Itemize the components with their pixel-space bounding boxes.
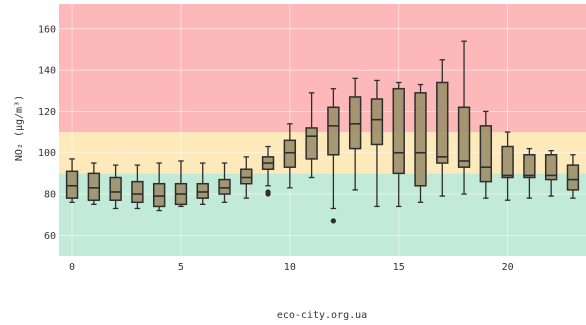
x-axis-ticks: 0 5 10 15 20 <box>69 262 514 273</box>
x-tick-label: 15 <box>393 262 405 273</box>
box-iqr <box>414 92 427 187</box>
box-iqr <box>65 170 79 199</box>
box-hour-21 <box>523 147 536 199</box>
box-hour-17 <box>436 59 449 197</box>
box-hour-3 <box>131 164 144 210</box>
box-hour-22 <box>544 150 558 197</box>
box-iqr <box>392 87 405 175</box>
box-iqr <box>523 154 536 179</box>
box-iqr <box>348 96 362 150</box>
box-hour-11 <box>305 92 318 179</box>
x-tick-label: 0 <box>69 262 75 273</box>
y-tick-label: 160 <box>38 24 56 35</box>
box-iqr <box>436 81 449 164</box>
outlier-point <box>330 218 336 224</box>
box-iqr <box>479 125 493 183</box>
y-axis-label: NO₂ (μg/m³) <box>14 95 25 161</box>
box-hour-15 <box>392 81 405 208</box>
box-hour-8 <box>240 156 253 199</box>
outlier-point <box>265 189 271 195</box>
x-tick-label: 20 <box>502 262 514 273</box>
y-tick-label: 120 <box>38 107 56 118</box>
box-iqr <box>501 145 514 179</box>
box-hour-1 <box>87 162 101 206</box>
box-iqr <box>544 154 558 181</box>
box-iqr <box>327 106 340 156</box>
box-hour-4 <box>152 162 166 212</box>
box-hour-5 <box>174 160 188 208</box>
box-iqr <box>566 164 580 191</box>
box-iqr <box>152 182 166 208</box>
box-iqr <box>457 106 471 168</box>
box-iqr <box>370 98 384 146</box>
box-hour-13 <box>348 77 362 191</box>
box-iqr <box>87 172 101 201</box>
box-iqr <box>283 139 297 168</box>
box-hour-12 <box>327 88 340 224</box>
x-tick-label: 5 <box>178 262 184 273</box>
y-tick-label: 60 <box>44 231 56 242</box>
box-hour-10 <box>283 123 297 189</box>
box-hour-14 <box>370 79 384 208</box>
footer-source: eco-city.org.ua <box>277 310 367 321</box>
box-hour-18 <box>457 40 471 195</box>
box-hour-19 <box>479 110 493 199</box>
box-iqr <box>131 180 144 204</box>
box-hour-7 <box>218 162 231 203</box>
box-hour-16 <box>414 83 427 203</box>
grid-lines <box>59 4 586 256</box>
box-hour-2 <box>109 164 122 210</box>
box-hour-23 <box>566 154 580 199</box>
box-iqr <box>305 127 318 160</box>
box-iqr <box>218 178 231 195</box>
box-hour-9 <box>261 145 275 197</box>
y-axis-ticks: 60 80 100 120 140 160 <box>38 24 56 242</box>
y-tick-label: 80 <box>44 190 56 201</box>
y-tick-label: 100 <box>38 148 56 159</box>
box-iqr <box>240 168 253 185</box>
box-hour-20 <box>501 131 514 201</box>
box-iqr <box>196 182 209 199</box>
x-tick-label: 10 <box>284 262 296 273</box>
y-tick-label: 140 <box>38 66 56 77</box>
box-hour-6 <box>196 162 209 206</box>
box-hour-0 <box>65 158 79 203</box>
band-0 <box>59 173 586 256</box>
band-2 <box>59 4 586 133</box>
threshold-bands <box>59 4 586 256</box>
box-series <box>65 40 580 224</box>
box-iqr <box>109 176 122 201</box>
